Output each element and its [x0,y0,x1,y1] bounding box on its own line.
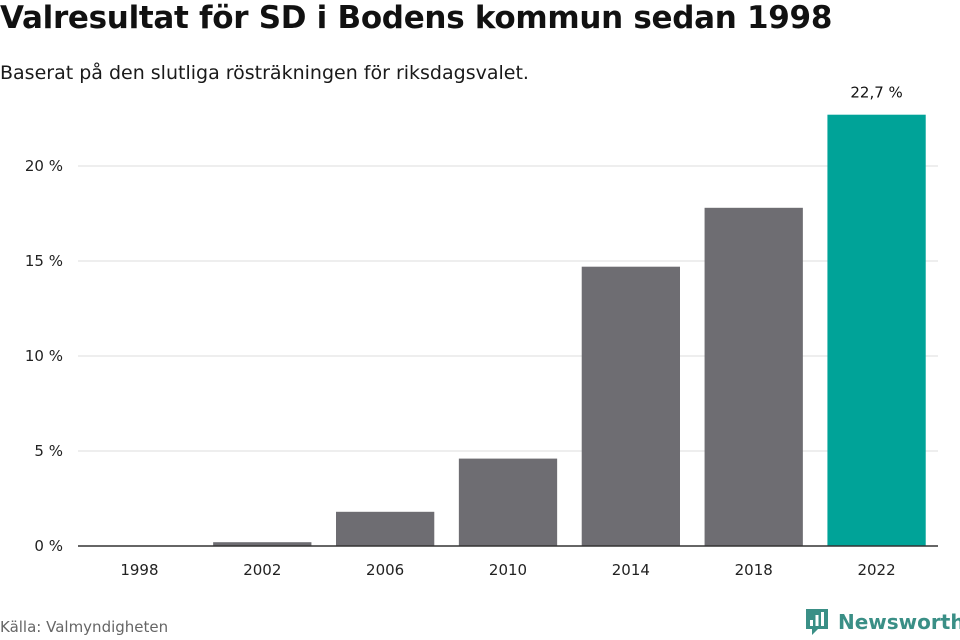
x-tick-label: 1998 [120,561,158,579]
bar-2010 [458,458,558,546]
page-title: Valresultat för SD i Bodens kommun sedan… [0,0,833,36]
bars [213,114,926,547]
y-tick-labels: 0 % 5 % 10 % 15 % 20 % [25,157,63,555]
x-tick-label: 2010 [489,561,527,579]
x-tick-labels: 1998 2002 2006 2010 2014 2018 2022 [120,561,895,579]
bar-2022 [827,114,926,546]
source-text: Källa: Valmyndigheten [0,618,169,636]
y-tick-label: 0 % [34,537,63,555]
x-tick-label: 2014 [612,561,650,579]
y-tick-label: 10 % [25,347,63,365]
bar-2006 [336,511,435,546]
bar-chart: 0 % 5 % 10 % 15 % 20 % 1998 2002 2006 2010 2014 2… [25,84,938,579]
x-tick-label: 2022 [857,561,895,579]
grid-lines [78,165,938,452]
bar-2018 [704,207,803,547]
bar-2002 [213,542,312,546]
newsworthy-logo: Newsworthy [804,606,960,638]
x-tick-label: 2006 [366,561,404,579]
newsworthy-logo-text: Newsworthy [838,610,960,634]
data-label: 22,7 % [850,84,902,102]
x-tick-label: 2002 [243,561,281,579]
chart-subtitle: Baserat på den slutliga rösträkningen fö… [0,62,529,84]
y-tick-label: 20 % [25,157,63,175]
newsworthy-logo-icon [806,609,828,635]
data-labels: 22,7 % [850,84,902,102]
y-tick-label: 15 % [25,252,63,270]
y-tick-label: 5 % [34,442,63,460]
x-tick-label: 2018 [735,561,773,579]
bar-2014 [581,266,680,546]
